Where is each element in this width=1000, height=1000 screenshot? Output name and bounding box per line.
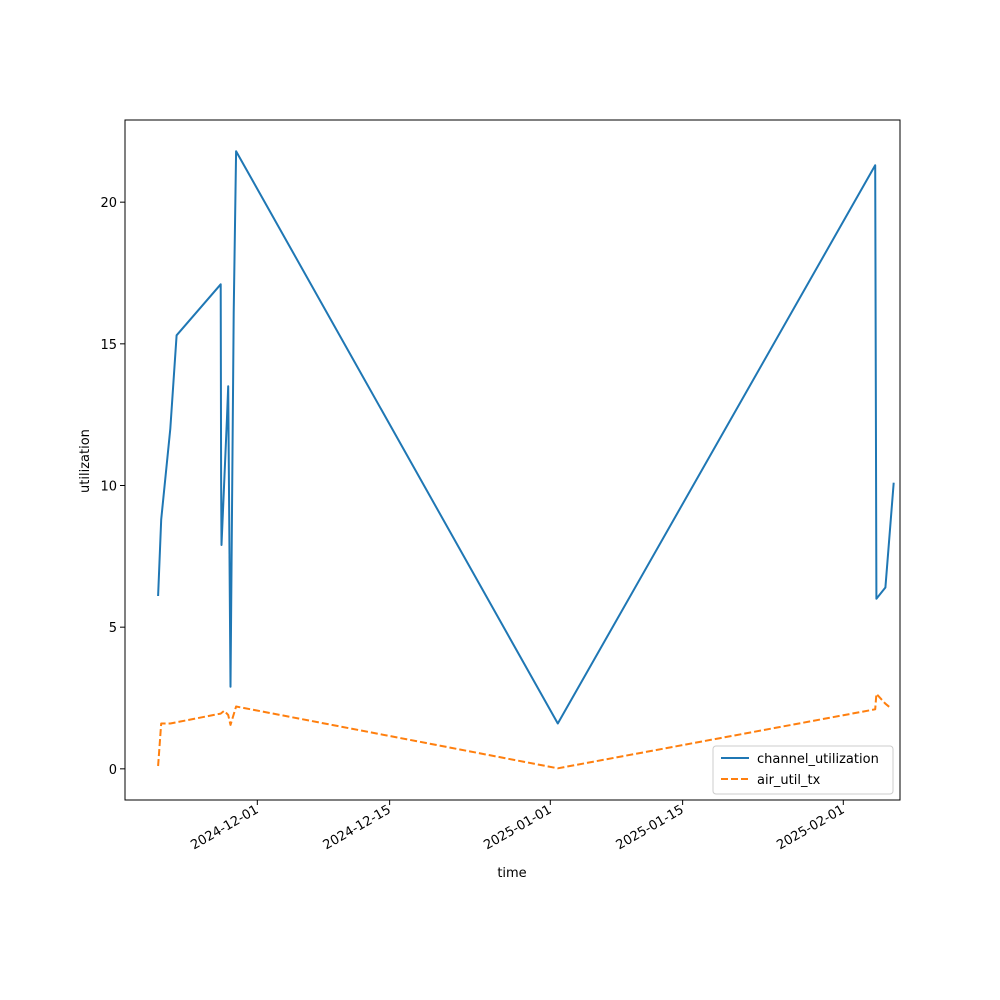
y-tick-label: 20 <box>100 196 117 211</box>
legend-box <box>712 745 894 795</box>
y-tick-label: 0 <box>109 763 117 778</box>
series-line-air-util-tx <box>157 692 892 770</box>
plot-frame <box>124 119 901 801</box>
legend-label: air_util_tx <box>757 773 821 788</box>
y-tick-label: 10 <box>100 480 117 495</box>
series-line-channel-utilization <box>157 150 895 725</box>
y-tick-label: 5 <box>109 621 117 636</box>
x-axis-label: time <box>497 866 526 881</box>
y-axis-label: utilization <box>78 429 93 493</box>
y-tick-label: 15 <box>100 338 117 353</box>
legend: channel_utilization air_util_tx <box>712 745 894 795</box>
y-axis: 0 5 10 15 20 <box>100 196 125 778</box>
legend-label: channel_utilization <box>757 752 879 767</box>
series-layer <box>157 150 895 770</box>
